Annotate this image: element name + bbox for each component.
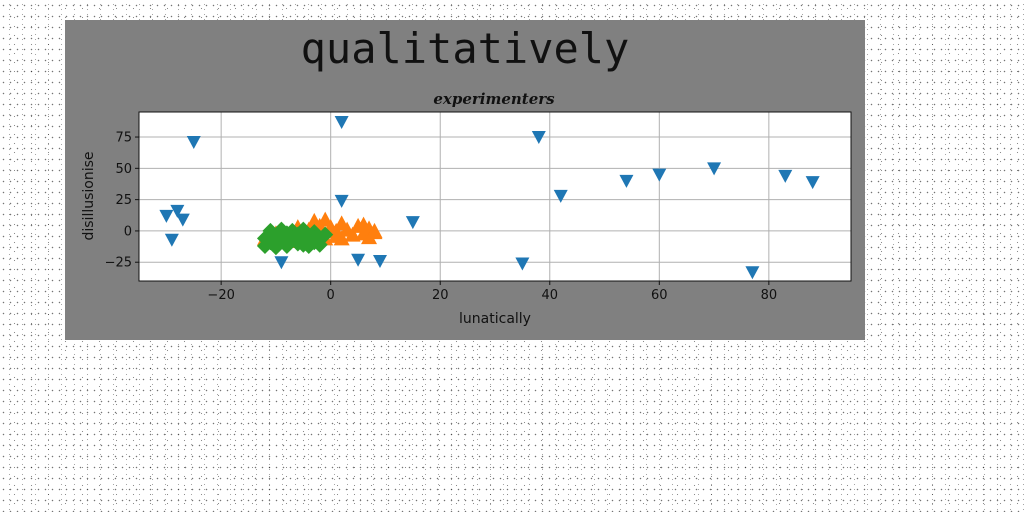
data-marks [159,116,820,280]
scatter-point-triangle-up [366,222,383,238]
x-axis-label: lunatically [459,311,531,327]
y-tick-label: 75 [115,131,132,146]
scatter-point-triangle-down [707,162,722,176]
scatter-point-diamond [267,239,284,256]
scatter-point-triangle-down [805,176,820,190]
y-tick-label: 0 [124,224,132,239]
x-tick-label: 0 [327,288,335,303]
scatter-point-diamond [262,226,279,243]
scatter-point-diamond [278,229,295,246]
scatter-point-triangle-down [334,194,349,208]
scatter-point-triangle-down [405,216,420,230]
scatter-point-triangle-down [619,174,634,188]
scatter-point-triangle-down [652,168,667,182]
scatter-point-triangle-down [531,131,546,145]
x-tick-label: 40 [541,288,558,303]
scatter-point-triangle-down [351,253,366,267]
y-tick-label: 25 [115,193,132,208]
axes-title: experimenters [433,90,555,108]
figure-title: qualitatively [300,24,630,73]
x-tick-label: −20 [207,288,234,303]
x-tick-label: 80 [761,288,778,303]
scatter-point-triangle-down [778,169,793,183]
scatter-point-triangle-down [175,213,190,227]
plot-area [139,112,851,281]
scatter-point-triangle-down [515,257,530,271]
x-tick-label: 20 [432,288,449,303]
figure: qualitatively experimenters −20 0 20 40 60 80… [65,20,865,340]
scatter-plot: experimenters −20 0 20 40 60 80 −25 0 25 50 75 lun… [81,90,852,327]
scatter-point-triangle-down [159,209,174,223]
scatter-point-triangle-down [553,189,568,203]
scatter-point-triangle-down [745,266,760,280]
ticks: −20 0 20 40 60 80 −25 0 25 50 75 [105,131,778,303]
scatter-point-triangle-down [164,233,179,247]
scatter-point-triangle-down [334,116,349,130]
plot-frame [138,111,852,282]
scatter-point-triangle-down [170,204,185,218]
x-tick-label: 60 [651,288,668,303]
scatter-point-triangle-up [333,230,350,246]
y-tick-label: 50 [115,162,132,177]
y-tick-label: −25 [105,256,132,271]
scatter-point-triangle-down [372,254,387,268]
scatter-point-triangle-up [344,226,361,242]
scatter-point-diamond [306,230,323,247]
grid [139,112,851,281]
y-axis-label: disillusionise [81,151,97,240]
scatter-point-triangle-down [186,136,201,150]
scatter-point-triangle-down [274,256,289,270]
scatter-point-diamond [295,236,312,253]
